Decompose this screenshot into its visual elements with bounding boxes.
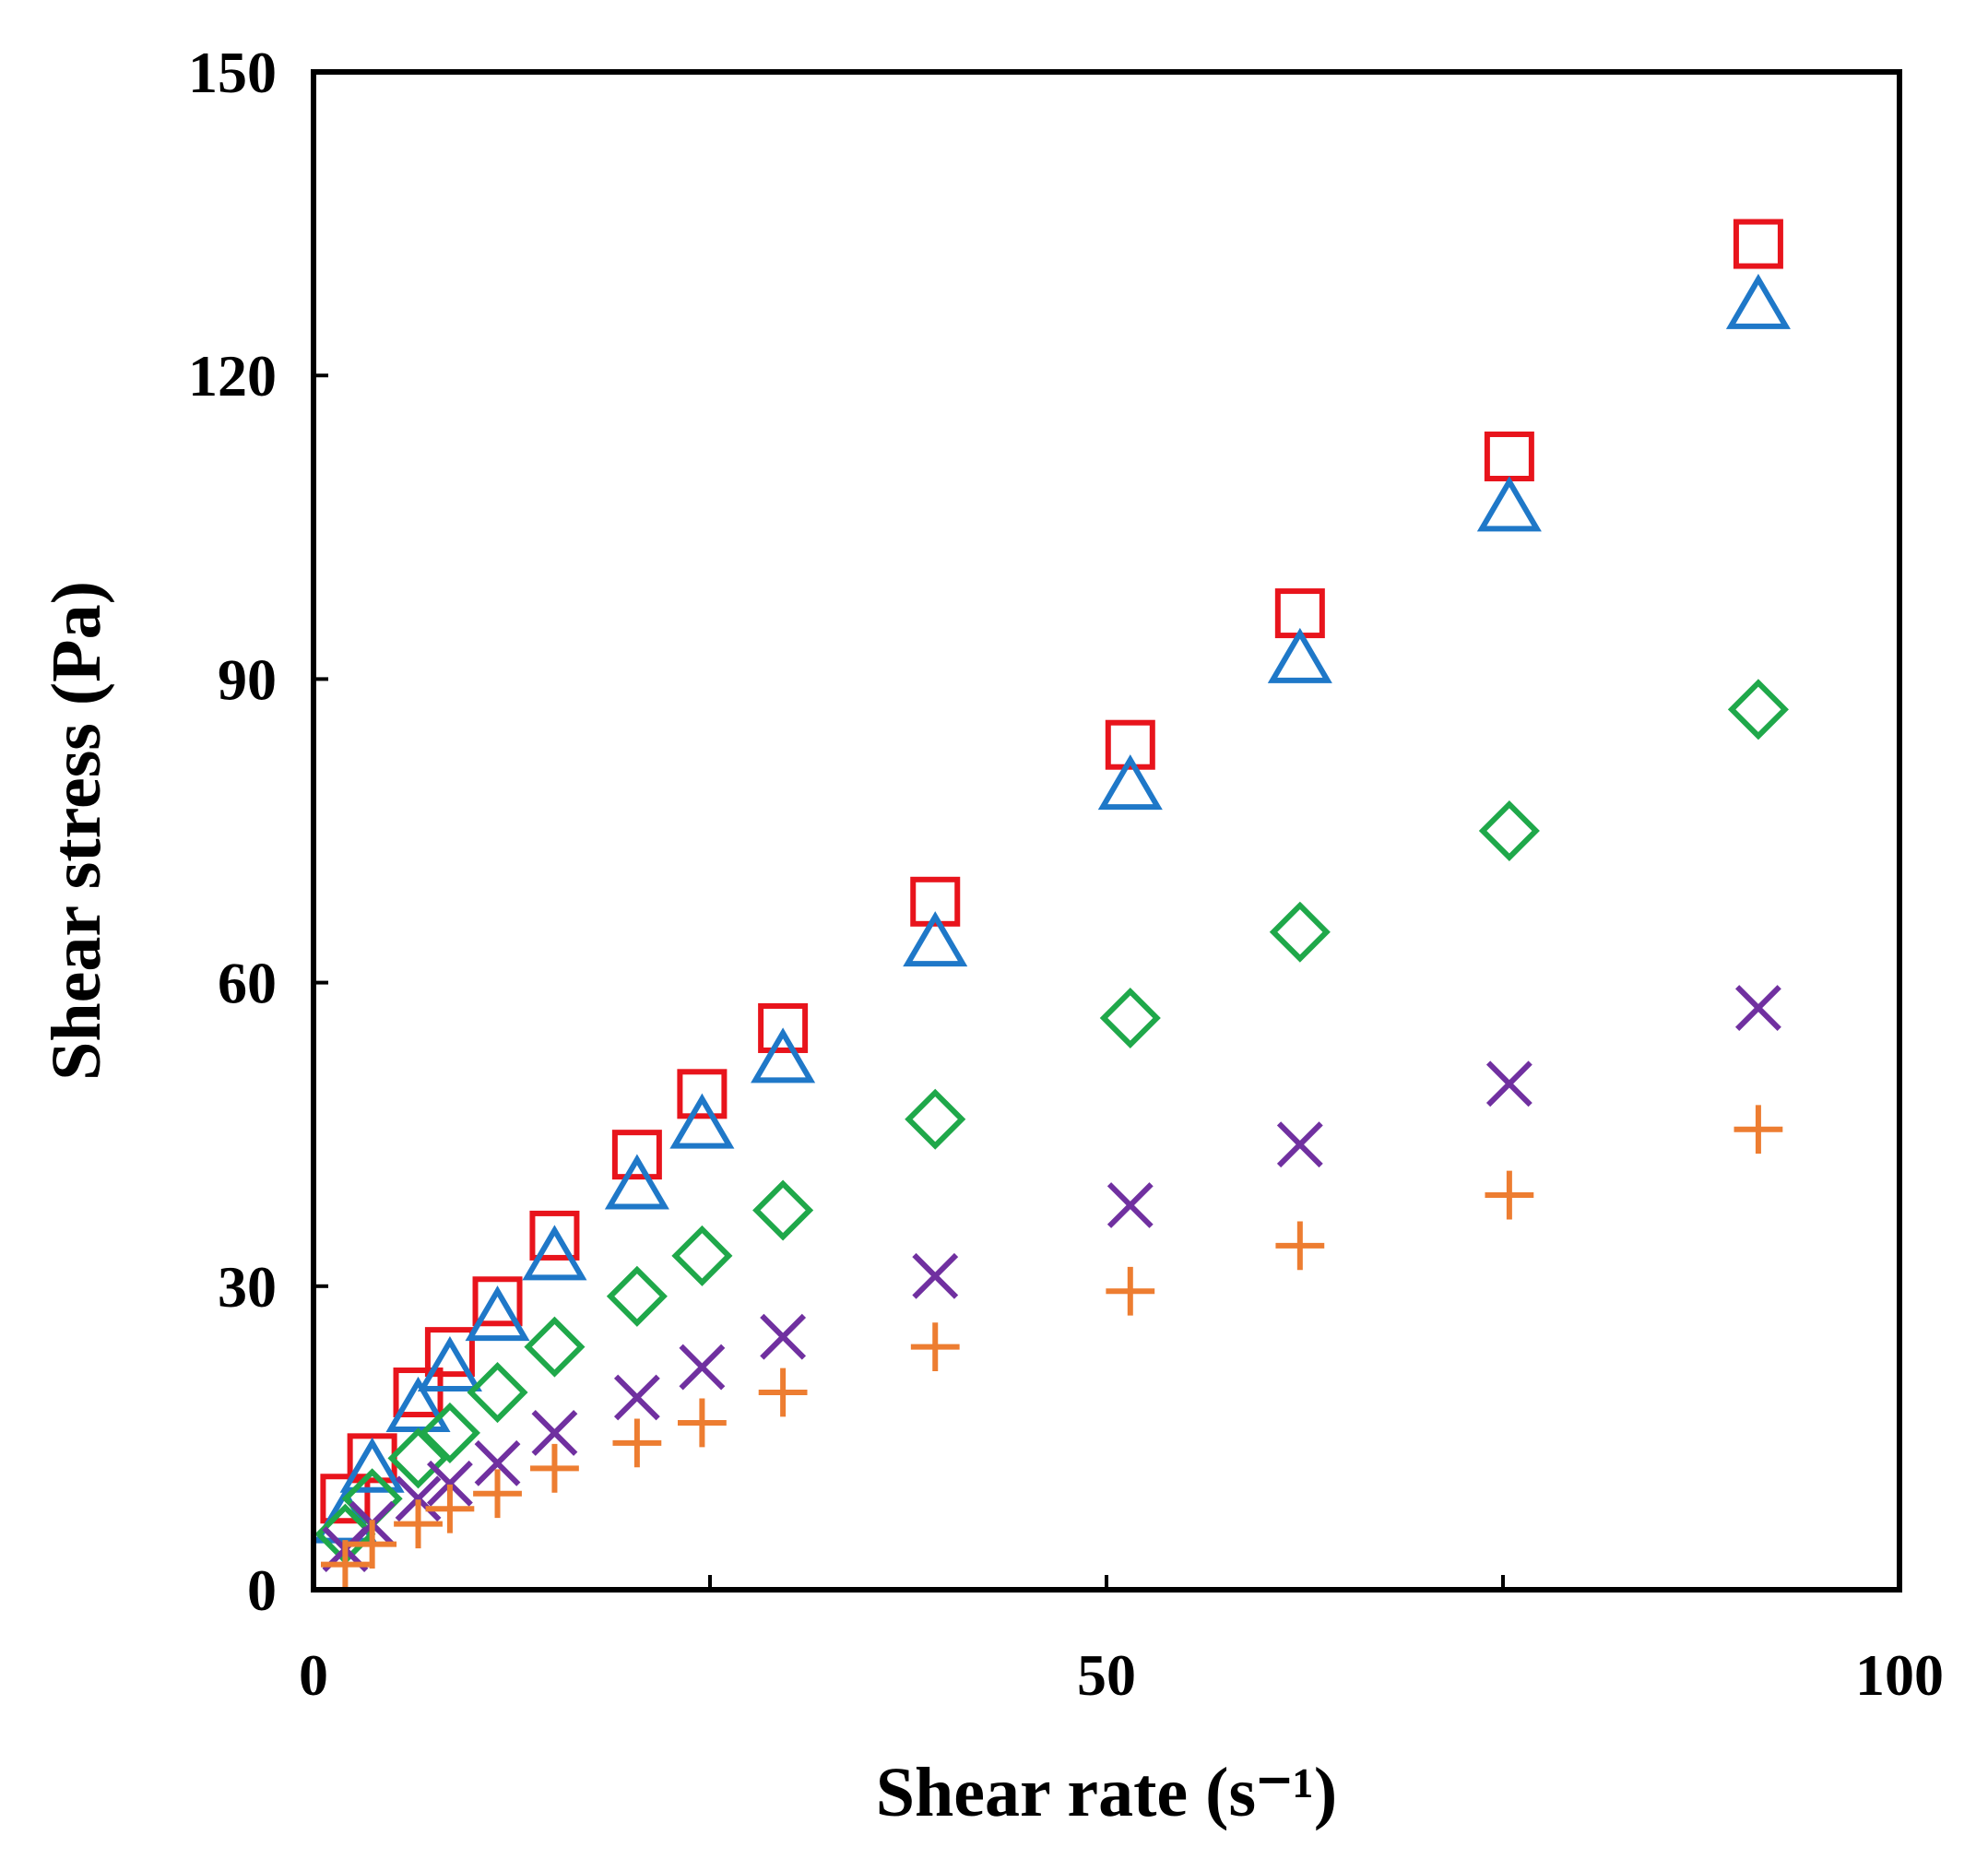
- series-cross: [322, 985, 1781, 1573]
- data-point-triangle: [417, 1336, 482, 1392]
- data-point-triangle: [751, 1027, 816, 1083]
- data-point-triangle: [1725, 273, 1791, 329]
- data-point-plus: [1485, 1170, 1534, 1220]
- series-triangle: [313, 273, 1791, 1544]
- data-point-plus: [394, 1499, 443, 1549]
- data-markers: [313, 219, 1791, 1589]
- data-point-triangle: [465, 1285, 530, 1342]
- data-point-cross: [1106, 1182, 1154, 1228]
- data-point-cross: [426, 1460, 473, 1507]
- data-point-plus: [530, 1443, 579, 1493]
- data-point-cross: [531, 1409, 578, 1456]
- data-point-plus: [425, 1484, 475, 1533]
- data-point-plus: [1275, 1221, 1325, 1271]
- data-point-square: [472, 1276, 523, 1327]
- data-point-square: [393, 1368, 444, 1418]
- x-tick-label: 0: [299, 1642, 328, 1708]
- data-point-plus: [612, 1418, 662, 1468]
- x-tick-label: 100: [1855, 1642, 1944, 1708]
- axis-ticks: [312, 70, 1901, 1592]
- data-point-diamond: [671, 1225, 733, 1286]
- data-point-square: [424, 1327, 475, 1378]
- data-point-triangle: [339, 1437, 405, 1493]
- y-tick-label: 120: [188, 343, 277, 409]
- data-point-triangle: [1476, 476, 1542, 532]
- data-point-diamond: [467, 1361, 528, 1424]
- data-point-diamond: [1478, 799, 1540, 862]
- data-point-square: [1484, 431, 1534, 481]
- data-point-diamond: [752, 1179, 814, 1241]
- data-point-plus: [321, 1540, 370, 1589]
- data-point-square: [910, 876, 961, 927]
- data-point-square: [529, 1210, 580, 1261]
- series-plus: [321, 1105, 1783, 1589]
- data-point-plus: [678, 1398, 727, 1448]
- data-point-diamond: [1727, 679, 1789, 740]
- data-point-cross: [1485, 1060, 1532, 1107]
- y-tick-labels: 0 30 60 90 120 150: [188, 40, 277, 1623]
- data-point-cross: [760, 1313, 807, 1360]
- data-point-diamond: [419, 1402, 480, 1463]
- data-point-plus: [348, 1520, 397, 1569]
- data-point-triangle: [903, 911, 968, 967]
- x-axis-title: Shear rate (s⁻¹): [876, 1754, 1338, 1831]
- data-point-diamond: [606, 1265, 668, 1327]
- data-point-square: [611, 1130, 662, 1180]
- data-point-square: [758, 1002, 809, 1053]
- data-point-cross: [679, 1344, 726, 1391]
- data-point-cross: [1276, 1121, 1323, 1168]
- data-point-cross: [474, 1439, 521, 1486]
- x-tick-label: 50: [1077, 1642, 1136, 1708]
- data-point-plus: [910, 1322, 960, 1372]
- data-point-square: [677, 1069, 728, 1119]
- series-diamond: [314, 679, 1789, 1565]
- data-point-triangle: [1097, 754, 1163, 811]
- data-point-diamond: [1269, 901, 1331, 963]
- data-point-cross: [1734, 985, 1781, 1031]
- series-square: [320, 219, 1783, 1524]
- data-point-cross: [613, 1374, 660, 1421]
- y-tick-label: 90: [218, 646, 277, 712]
- data-point-cross: [395, 1475, 442, 1522]
- data-point-triangle: [522, 1225, 587, 1281]
- data-point-square: [320, 1474, 371, 1524]
- plot-frame: [311, 69, 1902, 1593]
- y-axis-title: Shear stress (Pa): [38, 581, 115, 1081]
- data-point-square: [1733, 219, 1783, 269]
- data-point-triangle: [604, 1154, 669, 1210]
- data-point-plus: [473, 1469, 522, 1519]
- data-point-square: [1105, 719, 1155, 770]
- y-tick-label: 0: [247, 1557, 277, 1623]
- y-tick-label: 30: [218, 1254, 277, 1320]
- y-tick-label: 60: [218, 951, 277, 1016]
- y-tick-label: 150: [188, 40, 277, 105]
- x-tick-labels: 0 50 100: [299, 1642, 1944, 1708]
- data-point-plus: [1734, 1105, 1783, 1154]
- data-point-diamond: [1099, 987, 1161, 1049]
- data-point-plus: [758, 1368, 808, 1417]
- data-point-diamond: [905, 1088, 966, 1150]
- data-point-diamond: [524, 1316, 586, 1378]
- data-point-triangle: [1267, 627, 1332, 683]
- data-point-plus: [1106, 1266, 1155, 1316]
- data-point-cross: [912, 1252, 959, 1299]
- data-point-triangle: [669, 1093, 735, 1149]
